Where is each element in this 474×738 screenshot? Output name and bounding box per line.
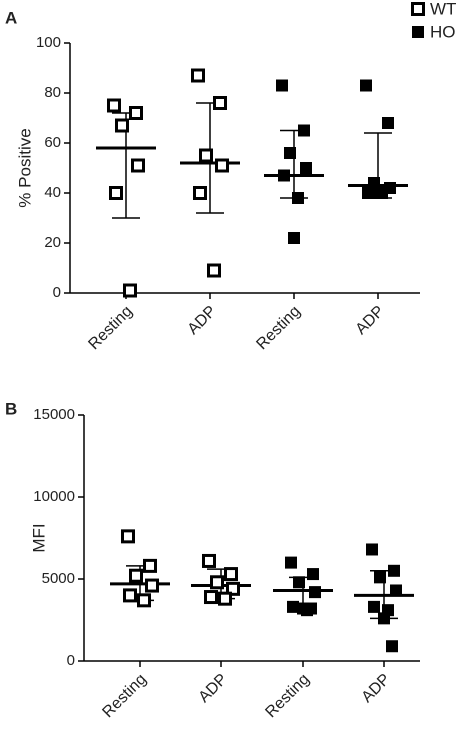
data-point bbox=[298, 124, 310, 137]
data-point bbox=[224, 567, 238, 582]
x-tick-label: ADP bbox=[353, 303, 388, 338]
data-point bbox=[276, 79, 288, 92]
legend-label: WT bbox=[430, 0, 456, 18]
data-point bbox=[362, 187, 374, 199]
data-point bbox=[123, 283, 137, 298]
data-point bbox=[191, 68, 205, 83]
data-point bbox=[288, 232, 300, 244]
y-tick-label: 15000 bbox=[33, 406, 75, 423]
y-tick-label: 20 bbox=[44, 234, 61, 251]
y-tick-label: 0 bbox=[67, 652, 75, 669]
data-point bbox=[293, 576, 305, 589]
data-point bbox=[360, 79, 372, 92]
data-point bbox=[226, 581, 240, 596]
data-point bbox=[309, 586, 321, 599]
x-tick-label: Resting bbox=[262, 671, 312, 721]
x-tick-label: ADP bbox=[196, 671, 231, 706]
y-tick-label: 60 bbox=[44, 134, 61, 151]
data-point bbox=[378, 612, 390, 625]
data-point bbox=[193, 186, 207, 200]
y-tick-label: 5000 bbox=[42, 570, 75, 587]
data-point bbox=[115, 118, 129, 133]
data-point bbox=[137, 593, 151, 608]
data-point bbox=[107, 98, 121, 113]
data-point bbox=[368, 600, 380, 613]
data-point bbox=[199, 148, 213, 163]
data-point bbox=[129, 568, 143, 583]
data-point bbox=[382, 117, 394, 129]
data-point bbox=[305, 602, 317, 615]
data-point bbox=[129, 106, 143, 120]
legend-marker bbox=[412, 26, 424, 38]
data-point bbox=[204, 590, 218, 605]
data-point bbox=[374, 571, 386, 584]
data-point bbox=[218, 591, 232, 606]
data-point bbox=[121, 529, 135, 544]
legend-marker bbox=[411, 2, 425, 16]
data-point bbox=[210, 575, 224, 590]
data-point bbox=[307, 568, 319, 581]
y-axis-label: MFI bbox=[29, 523, 48, 552]
x-tick-label: ADP bbox=[359, 671, 394, 706]
y-tick-label: 100 bbox=[36, 34, 61, 51]
data-point bbox=[202, 553, 216, 568]
y-axis-label: % Positive bbox=[15, 128, 34, 207]
data-point bbox=[285, 556, 297, 569]
x-tick-label: Resting bbox=[85, 303, 135, 353]
panel-label: B bbox=[5, 399, 17, 418]
y-tick-label: 80 bbox=[44, 84, 61, 101]
data-point bbox=[388, 564, 400, 577]
data-point bbox=[215, 158, 229, 173]
data-point bbox=[390, 584, 402, 597]
data-point bbox=[368, 177, 380, 189]
data-point bbox=[145, 578, 159, 593]
data-point bbox=[131, 158, 145, 173]
data-point bbox=[300, 162, 312, 174]
legend-label: HO bbox=[430, 22, 456, 41]
x-tick-label: ADP bbox=[185, 303, 220, 338]
data-point bbox=[207, 263, 221, 278]
data-point bbox=[284, 147, 296, 159]
y-tick-label: 10000 bbox=[33, 488, 75, 505]
data-point bbox=[372, 187, 384, 199]
x-tick-label: Resting bbox=[99, 671, 149, 721]
y-tick-label: 0 bbox=[53, 284, 61, 301]
data-point bbox=[109, 186, 123, 200]
panel-label: A bbox=[5, 8, 17, 27]
x-tick-label: Resting bbox=[253, 303, 303, 353]
data-point bbox=[213, 96, 227, 110]
data-point bbox=[143, 558, 157, 573]
data-point bbox=[366, 543, 378, 556]
data-point bbox=[287, 600, 299, 613]
data-point bbox=[278, 169, 290, 182]
y-tick-label: 40 bbox=[44, 184, 61, 201]
data-point bbox=[386, 640, 398, 653]
data-point bbox=[292, 192, 304, 204]
data-point bbox=[123, 588, 137, 603]
